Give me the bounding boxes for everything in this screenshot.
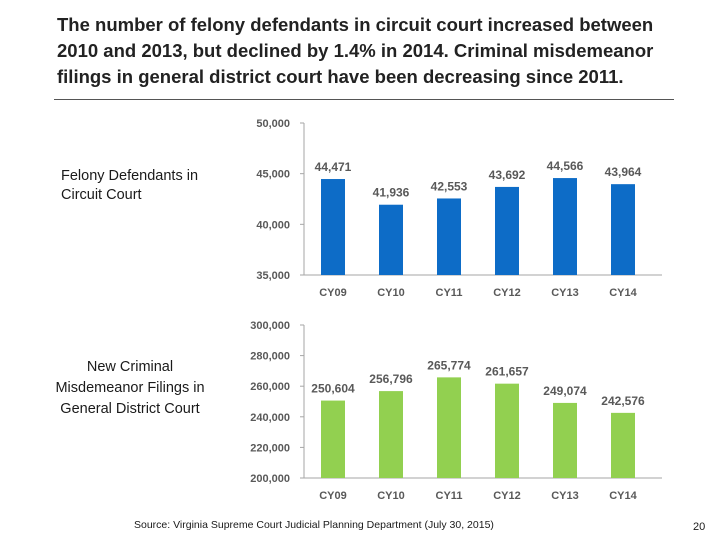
felony-x-tick-label: CY13 [551, 287, 579, 299]
misdemeanor-y-tick-label: 260,000 [250, 381, 290, 393]
felony-bar-cy12 [495, 186, 519, 275]
felony-data-label: 44,566 [547, 159, 584, 173]
misdemeanor-y-tick-label: 280,000 [250, 351, 290, 363]
misdemeanor-bar-cy10 [379, 391, 403, 478]
misdemeanor-data-label: 250,604 [311, 382, 355, 396]
misdemeanor-y-tick-label: 220,000 [250, 442, 290, 454]
misdemeanor-y-tick-label: 240,000 [250, 412, 290, 424]
felony-data-label: 43,964 [605, 165, 642, 179]
felony-y-tick-label: 45,000 [256, 169, 290, 181]
misdemeanor-x-tick-label: CY11 [436, 490, 463, 502]
felony-chart-label: Felony Defendants in Circuit Court [61, 168, 199, 203]
felony-bar-cy10 [379, 204, 403, 275]
felony-bar-cy14 [611, 184, 635, 275]
felony-data-label: 41,936 [373, 186, 410, 200]
misdemeanor-bar-cy14 [611, 412, 635, 478]
misdemeanor-bar-cy11 [437, 377, 461, 478]
misdemeanor-bar-cy12 [495, 383, 519, 478]
page-number: 20 [693, 521, 706, 533]
felony-x-tick-label: CY11 [436, 287, 463, 299]
misdemeanor-chart-label: New Criminal Misdemeanor Filings in Gene… [55, 359, 205, 417]
felony-y-tick-label: 35,000 [256, 270, 290, 282]
felony-data-label: 44,471 [315, 160, 352, 174]
felony-data-label: 43,692 [489, 168, 526, 182]
misdemeanor-data-label: 242,576 [601, 394, 645, 408]
misdemeanor-x-tick-label: CY10 [377, 490, 405, 502]
felony-bar-cy13 [553, 178, 577, 275]
misdemeanor-x-tick-label: CY13 [551, 490, 579, 502]
misdemeanor-x-tick-label: CY12 [493, 490, 521, 502]
felony-x-tick-label: CY10 [377, 287, 405, 299]
misdemeanor-x-tick-label: CY09 [319, 490, 347, 502]
misdemeanor-data-label: 256,796 [369, 372, 413, 386]
misdemeanor-x-tick-label: CY14 [609, 490, 637, 502]
misdemeanor-bar-cy09 [321, 400, 345, 478]
felony-chart: 35,000 40,000 45,000 50,000 44,471 CY09 41,936… [256, 118, 662, 299]
source-note: Source: Virginia Supreme Court Judicial … [134, 519, 494, 531]
felony-y-tick-label: 50,000 [256, 118, 290, 130]
title-divider [54, 99, 674, 100]
felony-data-label: 42,553 [431, 179, 468, 193]
felony-y-tick-label: 40,000 [256, 219, 290, 231]
felony-x-tick-label: CY09 [319, 287, 347, 299]
misdemeanor-y-tick-label: 200,000 [250, 473, 290, 485]
misdemeanor-data-label: 261,657 [485, 365, 529, 379]
misdemeanor-y-tick-label: 300,000 [250, 320, 290, 332]
felony-bar-cy11 [437, 198, 461, 275]
slide-title: The number of felony defendants in circu… [57, 14, 654, 87]
misdemeanor-chart: 200,000 220,000 240,000 260,000 280,000 300,0… [250, 320, 662, 502]
misdemeanor-data-label: 249,074 [543, 384, 587, 398]
felony-bar-cy09 [321, 179, 345, 275]
felony-x-tick-label: CY14 [609, 287, 637, 299]
misdemeanor-data-label: 265,774 [427, 358, 471, 372]
felony-x-tick-label: CY12 [493, 287, 521, 299]
misdemeanor-bar-cy13 [553, 402, 577, 478]
